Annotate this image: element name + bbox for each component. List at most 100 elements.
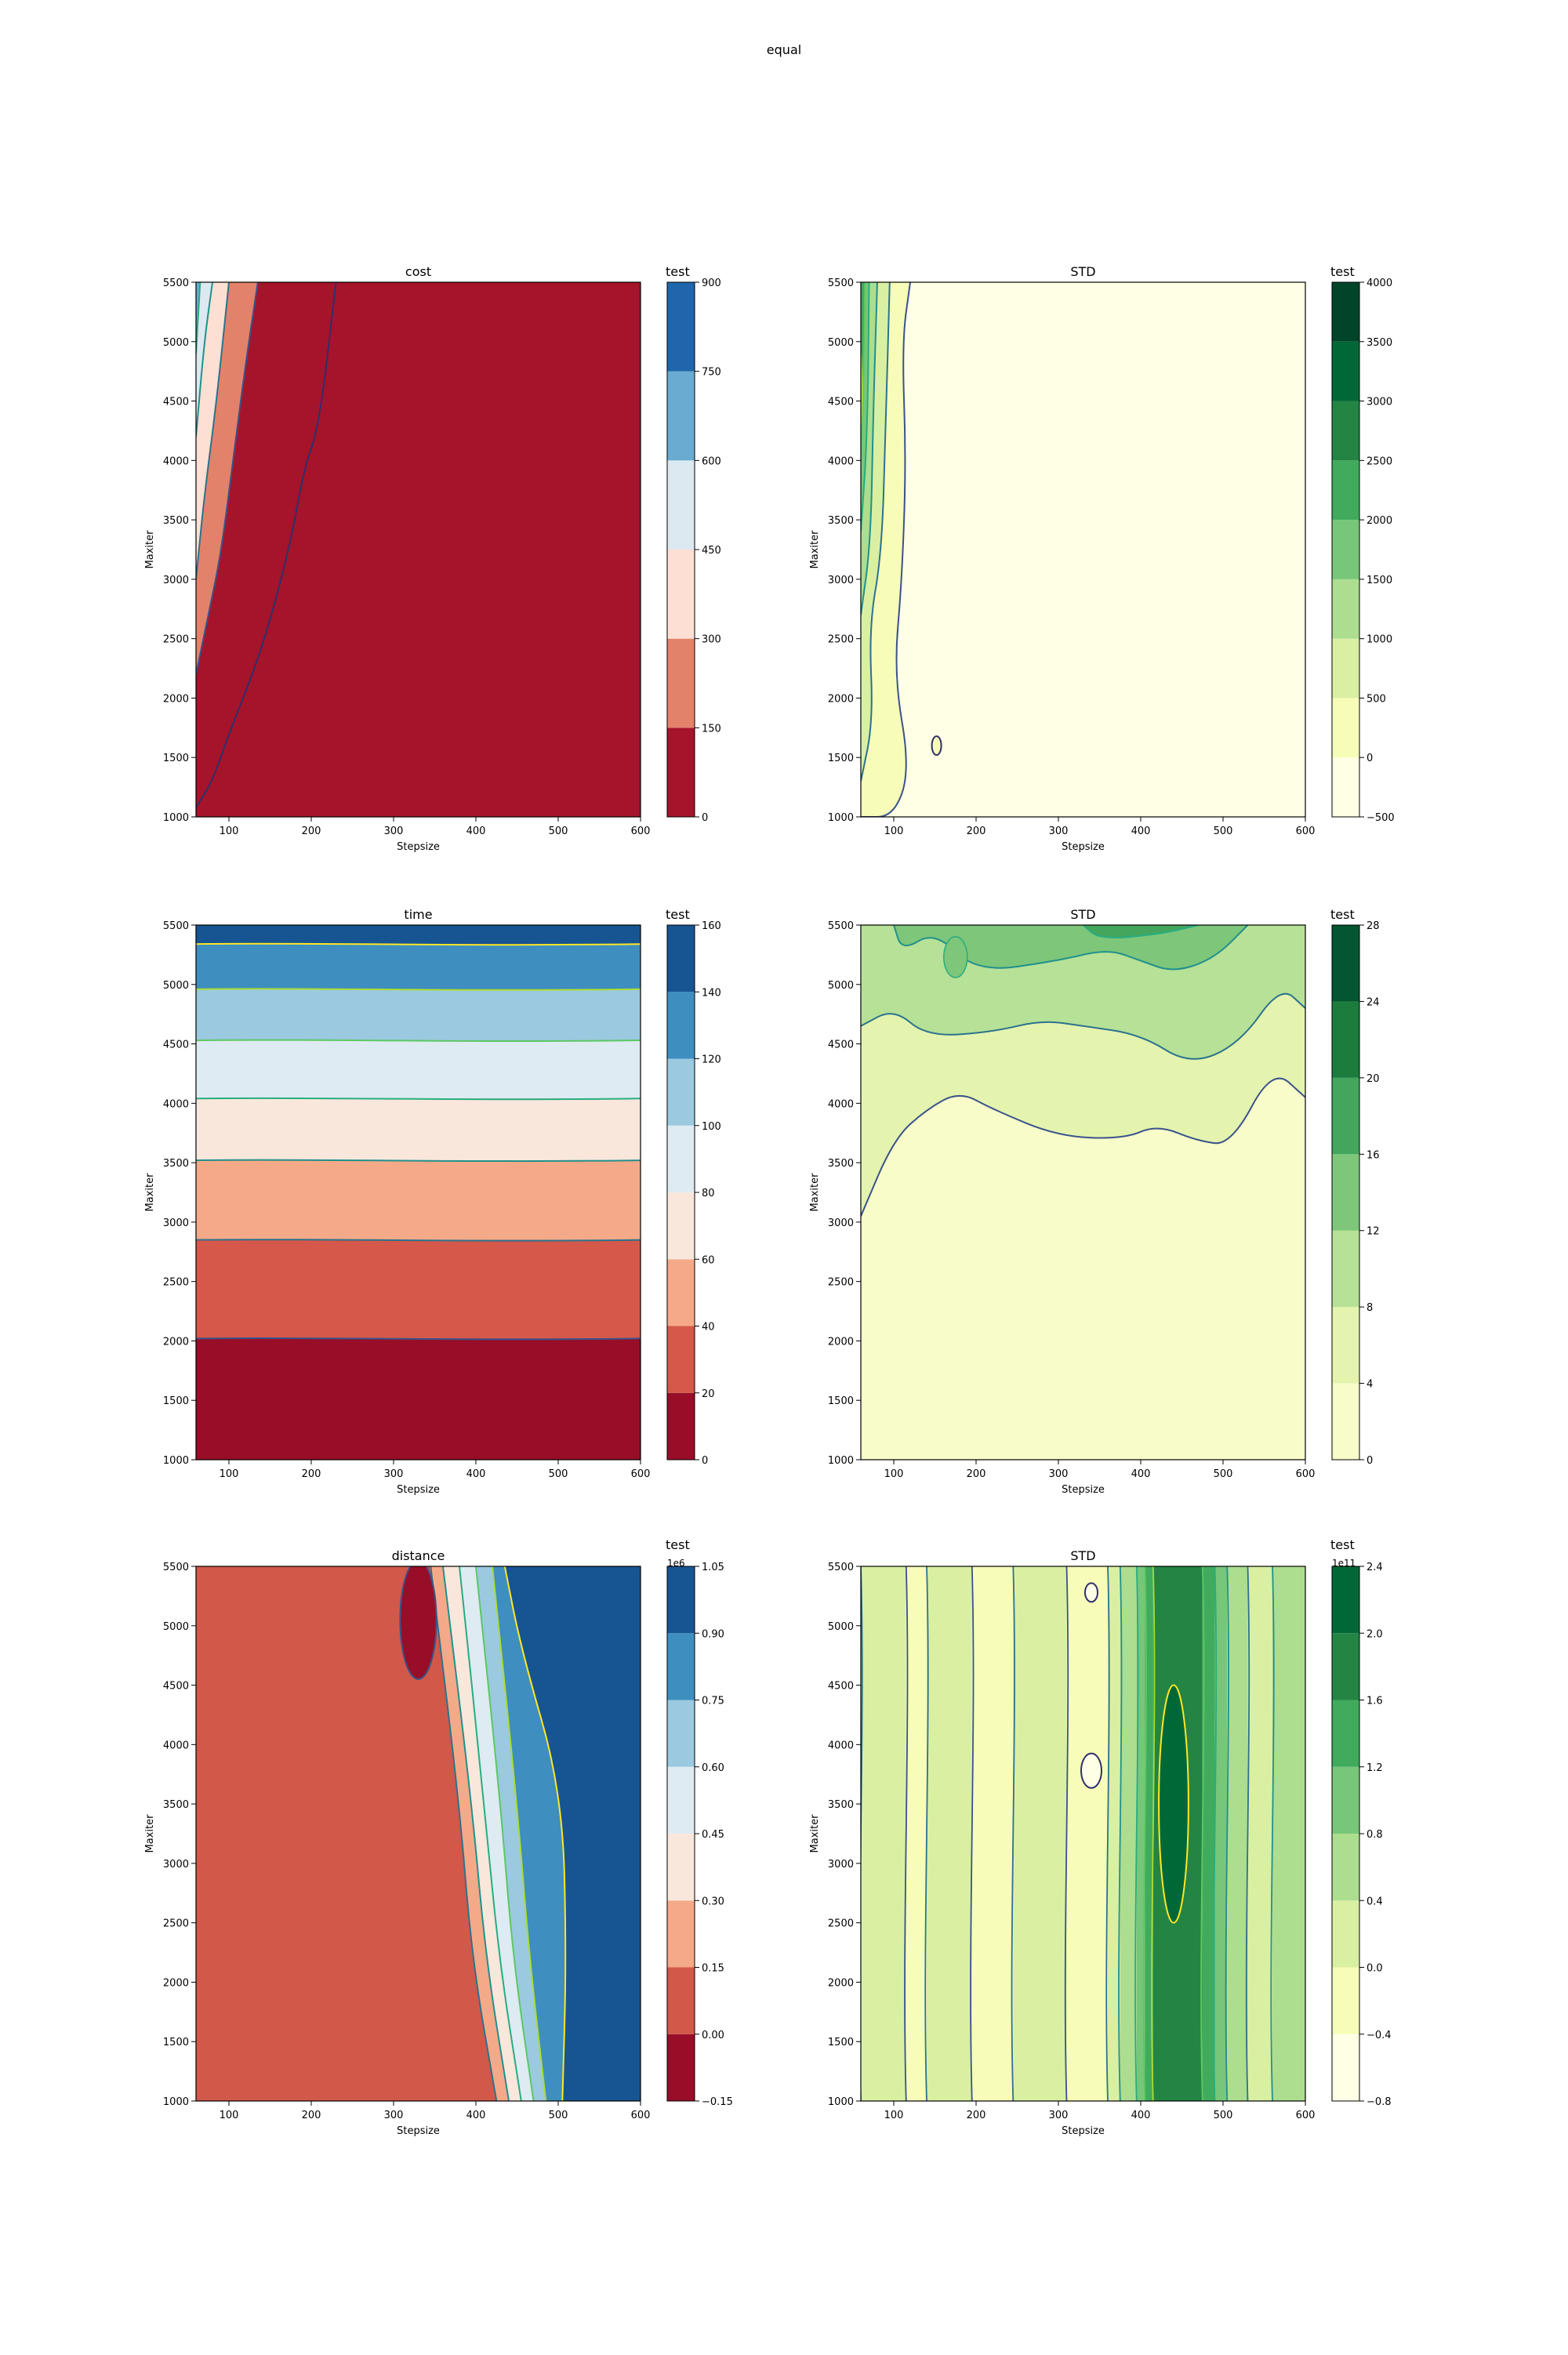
y-tick-label: 1500 bbox=[828, 2037, 854, 2048]
contour-band-level-3 bbox=[196, 1098, 641, 1161]
colorbar-tick-label: 140 bbox=[702, 987, 721, 999]
colorbar-segment bbox=[1332, 1001, 1359, 1078]
x-tick-label: 400 bbox=[466, 1468, 486, 1480]
plot-frame bbox=[860, 924, 1306, 1461]
contour-band-level-0 bbox=[196, 1338, 641, 1460]
y-tick-label: 4500 bbox=[828, 1040, 854, 1051]
contour-line-level-3 bbox=[893, 925, 1249, 971]
y-tick-label: 3000 bbox=[828, 1217, 854, 1229]
contour-line-level-1 bbox=[861, 1077, 1305, 1217]
colorbar-tick-label: 160 bbox=[702, 920, 721, 932]
contour-line-level-3 bbox=[196, 282, 213, 437]
colorbar-label: test bbox=[1330, 907, 1355, 922]
y-axis-label: Maxiter bbox=[809, 530, 821, 569]
y-tick-label: 1500 bbox=[163, 2037, 189, 2048]
colorbar-tick-label: −500 bbox=[1367, 812, 1395, 824]
x-tick-label: 600 bbox=[631, 826, 651, 837]
contour-hole bbox=[399, 1566, 437, 1680]
y-tick-label: 2000 bbox=[828, 1336, 854, 1348]
colorbar-tick-label: 24 bbox=[1367, 996, 1380, 1008]
colorbar-tick-label: 60 bbox=[702, 1254, 715, 1266]
x-axis-label: Stepsize bbox=[1062, 841, 1105, 853]
colorbar-tick-label: 900 bbox=[702, 278, 721, 289]
colorbar-segment bbox=[667, 1566, 695, 1634]
colorbar-segment bbox=[667, 638, 695, 728]
x-tick-label: 300 bbox=[384, 1468, 404, 1480]
y-tick-label: 4000 bbox=[828, 455, 854, 467]
colorbar-tick-label: 0 bbox=[1367, 1455, 1373, 1467]
contour-line-level-2 bbox=[861, 992, 1305, 1060]
colorbar-segment bbox=[667, 1392, 695, 1460]
y-tick-label: 4500 bbox=[163, 397, 189, 408]
figure-suptitle: equal bbox=[766, 42, 802, 57]
colorbar-frame bbox=[1331, 924, 1360, 1461]
chart-title: distance bbox=[392, 1548, 445, 1563]
chart-panel-distance_std: STD 100 200 300 400 500 600 Stepsize 1000 1500 200… bbox=[809, 1537, 1392, 2137]
contour-line-level-7 bbox=[196, 942, 641, 946]
contour-line-level-4 bbox=[459, 1566, 522, 2101]
chart-panel-distance: distance 100 200 300 400 500 600 Stepsize 1000 15… bbox=[144, 1537, 733, 2137]
colorbar-label: test bbox=[1330, 1537, 1355, 1552]
colorbar-tick-label: −0.15 bbox=[702, 2096, 733, 2108]
y-tick-label: 3500 bbox=[828, 1799, 854, 1811]
x-tick-label: 100 bbox=[884, 1468, 904, 1480]
x-tick-label: 400 bbox=[1131, 826, 1151, 837]
contour-line-level-3 bbox=[442, 1566, 510, 2101]
colorbar-tick-label: −0.8 bbox=[1367, 2096, 1392, 2108]
contour-island bbox=[1080, 1752, 1102, 1789]
y-tick-label: 3500 bbox=[163, 515, 189, 527]
colorbar-segment bbox=[1332, 282, 1359, 342]
contour-band-level-2 bbox=[196, 1160, 641, 1240]
y-tick-label: 4000 bbox=[163, 1098, 189, 1110]
colorbar-segment bbox=[667, 1834, 695, 1901]
contour-stripe-level-4 bbox=[1136, 1566, 1145, 2101]
contour-island bbox=[943, 936, 968, 978]
colorbar: 0 150 300 450 600 750 900 test bbox=[666, 264, 721, 824]
chart-title: STD bbox=[1070, 907, 1095, 922]
y-tick-label: 5500 bbox=[828, 278, 854, 289]
contour-peak bbox=[1158, 1684, 1189, 1924]
x-tick-label: 100 bbox=[220, 1468, 239, 1480]
contour-band-level-6 bbox=[196, 944, 641, 989]
contour-line bbox=[904, 1566, 909, 2101]
y-tick-label: 2000 bbox=[828, 693, 854, 705]
y-axis-label: Maxiter bbox=[809, 1173, 821, 1212]
y-tick-label: 2000 bbox=[828, 1977, 854, 1989]
y-tick-label: 1000 bbox=[163, 812, 189, 824]
contour-line-level-1 bbox=[196, 1337, 641, 1341]
contour-region-level-2 bbox=[196, 282, 229, 817]
y-tick-label: 3000 bbox=[163, 1859, 189, 1871]
contour-stripe-level-1 bbox=[971, 1566, 1014, 2101]
colorbar-segment bbox=[1332, 401, 1359, 461]
colorbar-tick-label: 0.60 bbox=[702, 1762, 724, 1774]
contour-line-level-3 bbox=[861, 282, 878, 615]
y-tick-label: 5000 bbox=[828, 1621, 854, 1633]
x-tick-label: 200 bbox=[302, 826, 321, 837]
y-axis-label: Maxiter bbox=[809, 1814, 821, 1853]
y-tick-label: 1500 bbox=[828, 1395, 854, 1407]
x-tick-label: 100 bbox=[884, 826, 904, 837]
colorbar-tick-label: 28 bbox=[1367, 920, 1380, 932]
plot-frame bbox=[195, 281, 641, 818]
contour-line bbox=[1270, 1566, 1275, 2101]
contour-line-level-2 bbox=[196, 282, 230, 579]
colorbar-segment bbox=[1332, 520, 1359, 579]
y-tick-label: 2000 bbox=[163, 1336, 189, 1348]
colorbar-tick-label: 20 bbox=[1367, 1073, 1380, 1085]
contour-stripe-level-4 bbox=[1214, 1566, 1228, 2101]
x-axis-label: Stepsize bbox=[397, 2125, 440, 2137]
colorbar-tick-label: 40 bbox=[702, 1322, 715, 1334]
contour-line-level-1 bbox=[196, 282, 259, 675]
colorbar-tick-label: 2500 bbox=[1367, 455, 1392, 467]
contour-band-level-1 bbox=[196, 1239, 641, 1339]
y-tick-label: 5500 bbox=[163, 1562, 189, 1573]
colorbar-tick-label: 0.00 bbox=[702, 2030, 724, 2041]
colorbar-segment bbox=[1332, 1566, 1359, 1634]
contour-band-level-4 bbox=[196, 1040, 641, 1099]
colorbar-segment bbox=[1332, 1700, 1359, 1767]
x-tick-label: 200 bbox=[967, 1468, 986, 1480]
colorbar: 0 4 8 12 16 20 24 28 test bbox=[1330, 907, 1380, 1467]
y-tick-label: 1500 bbox=[828, 753, 854, 764]
colorbar-segment bbox=[667, 1058, 695, 1126]
y-tick-label: 5000 bbox=[828, 337, 854, 349]
